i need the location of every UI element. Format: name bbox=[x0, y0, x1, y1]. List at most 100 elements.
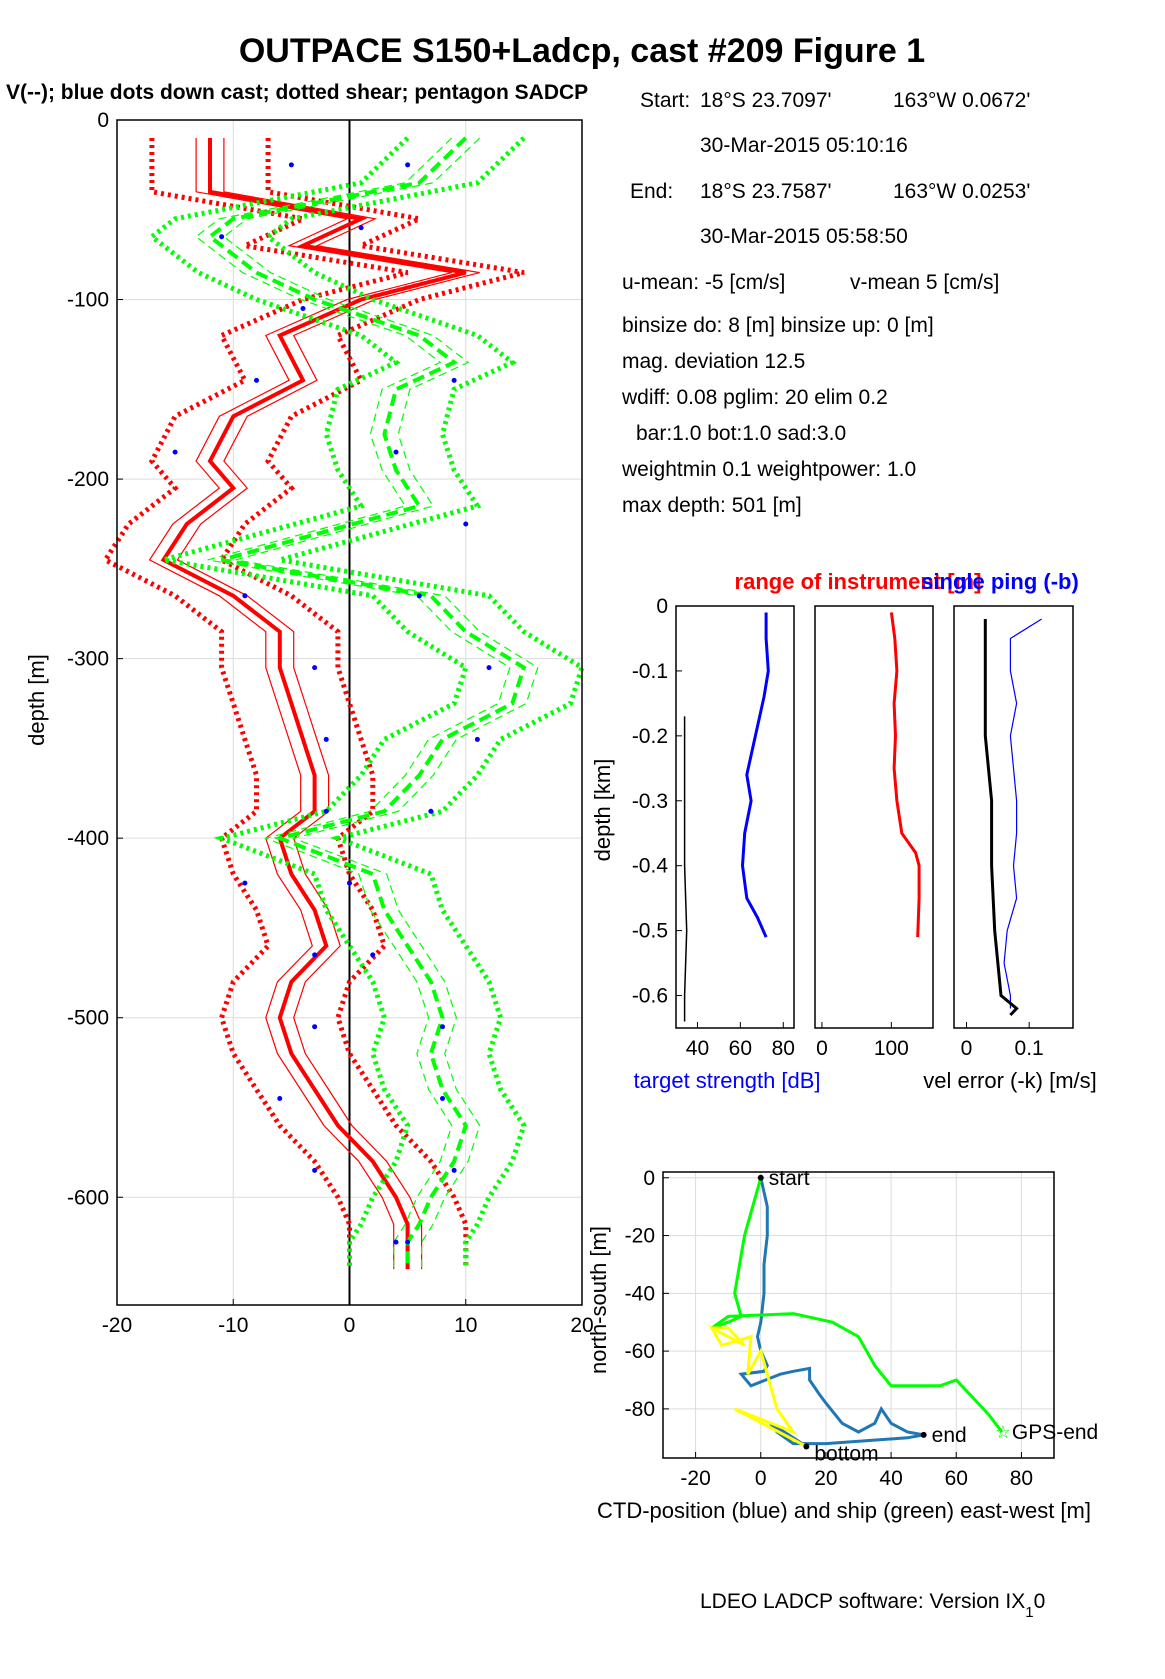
green-shear-envelope bbox=[264, 136, 585, 1270]
end-time: 30-Mar-2015 05:58:50 bbox=[700, 225, 908, 248]
position-ylabel: north-south [m] bbox=[586, 1226, 611, 1374]
green-profile-variant bbox=[222, 137, 539, 1270]
x-tick-label: 0 bbox=[344, 1314, 356, 1337]
velocity-ylabel: depth [m] bbox=[24, 654, 49, 746]
weight: weightmin 0.1 weightpower: 1.0 bbox=[621, 458, 916, 481]
red-velocity-profile bbox=[160, 138, 467, 1270]
position-xlabel: CTD-position (blue) and ship (green) eas… bbox=[597, 1498, 1091, 1523]
down-cast-dot bbox=[242, 593, 248, 599]
mag-deviation: mag. deviation 12.5 bbox=[622, 350, 805, 373]
down-cast-dot bbox=[451, 377, 457, 383]
down-cast-dot bbox=[370, 952, 376, 958]
x-tick-label: 80 bbox=[1010, 1467, 1033, 1490]
down-cast-dot bbox=[312, 1167, 318, 1173]
marker-label-gps-end: GPS-end bbox=[1012, 1421, 1098, 1444]
down-cast-dot bbox=[393, 1239, 399, 1245]
position-green-line bbox=[711, 1177, 1004, 1433]
red-shear-envelope bbox=[217, 138, 525, 1270]
down-cast-dot bbox=[312, 952, 318, 958]
marker-label-bottom: bottom bbox=[814, 1442, 878, 1465]
marker-dot-start bbox=[757, 1174, 764, 1181]
position-yellow-line bbox=[708, 1324, 808, 1448]
vel-error-label: vel error (-k) [m/s] bbox=[923, 1068, 1097, 1093]
down-cast-dot bbox=[242, 880, 248, 886]
single_ping-axes-box bbox=[953, 605, 1074, 1029]
footer: LDEO LADCP software: Version IX10 bbox=[700, 1590, 1045, 1621]
marker-label-start: start bbox=[769, 1167, 810, 1190]
range-red-line bbox=[889, 612, 921, 938]
start-label: Start: bbox=[640, 89, 690, 112]
down-cast-dot bbox=[428, 808, 434, 814]
down-cast-dot bbox=[312, 665, 318, 671]
position-axes-box bbox=[662, 1171, 1055, 1459]
y-tick-label: -400 bbox=[67, 827, 109, 850]
range-axes-box bbox=[814, 605, 934, 1029]
max-depth: max depth: 501 [m] bbox=[622, 494, 802, 517]
binsize: binsize do: 8 [m] binsize up: 0 [m] bbox=[622, 314, 934, 337]
down-cast-dot bbox=[312, 1024, 318, 1030]
y-tick-label: -300 bbox=[67, 648, 109, 671]
down-cast-dot bbox=[393, 449, 399, 455]
start-lon: 163°W 0.0672' bbox=[893, 89, 1030, 112]
x-tick-label: 100 bbox=[874, 1037, 909, 1060]
y-tick-label: -40 bbox=[625, 1282, 655, 1305]
down-cast-dot bbox=[347, 880, 352, 886]
x-tick-label: -10 bbox=[218, 1314, 248, 1337]
ts-ylabel: depth [km] bbox=[590, 759, 615, 862]
x-tick-label: 0 bbox=[755, 1467, 767, 1490]
start-lat: 18°S 23.7097' bbox=[700, 89, 832, 112]
x-tick-label: 40 bbox=[686, 1037, 709, 1060]
y-tick-label: -0.2 bbox=[632, 725, 668, 748]
footer-text: LDEO LADCP software: Version IX bbox=[700, 1590, 1025, 1613]
down-cast-dot bbox=[323, 736, 329, 742]
marker-dot-end bbox=[920, 1431, 927, 1438]
y-tick-label: -600 bbox=[67, 1186, 109, 1209]
end-lat: 18°S 23.7587' bbox=[700, 180, 832, 203]
x-tick-label: 60 bbox=[729, 1037, 752, 1060]
y-tick-label: -80 bbox=[625, 1398, 655, 1421]
x-tick-label: -20 bbox=[102, 1314, 132, 1337]
y-tick-label: -500 bbox=[67, 1007, 109, 1030]
y-tick-label: -0.3 bbox=[632, 790, 668, 813]
down-cast-dot bbox=[358, 225, 364, 231]
velocity-subtitle: V(--); blue dots down cast; dotted shear… bbox=[6, 81, 588, 104]
red-profile-variant bbox=[176, 138, 480, 1270]
target-strength-label: target strength [dB] bbox=[633, 1068, 820, 1093]
x-tick-label: 60 bbox=[945, 1467, 968, 1490]
start-time: 30-Mar-2015 05:10:16 bbox=[700, 134, 908, 157]
x-tick-label: 0.1 bbox=[1015, 1037, 1044, 1060]
y-tick-label: -60 bbox=[625, 1340, 655, 1363]
x-tick-label: -20 bbox=[680, 1467, 710, 1490]
single_ping-blue-line bbox=[1003, 618, 1043, 1009]
y-tick-label: 0 bbox=[97, 109, 109, 132]
single_ping-black-line bbox=[983, 619, 1019, 1017]
y-tick-label: -100 bbox=[67, 289, 109, 312]
target_strength-black-line bbox=[683, 716, 688, 1022]
down-cast-dot bbox=[323, 808, 329, 814]
range-title: range of instrument [m] bbox=[735, 569, 982, 594]
end-label: End: bbox=[630, 180, 673, 203]
y-tick-label: -0.4 bbox=[632, 855, 669, 878]
x-tick-label: 0 bbox=[816, 1037, 828, 1060]
y-tick-label: -0.5 bbox=[632, 920, 668, 943]
y-tick-label: -0.6 bbox=[632, 985, 668, 1008]
bar-bot-sad: bar:1.0 bot:1.0 sad:3.0 bbox=[636, 422, 846, 445]
footer-sub: 1 bbox=[1025, 1604, 1033, 1621]
down-cast-dot bbox=[288, 162, 294, 168]
figure-title: OUTPACE S150+Ladcp, cast #209 Figure 1 bbox=[239, 32, 925, 70]
target_strength-axes-box bbox=[675, 605, 795, 1029]
green-shear-envelope bbox=[147, 136, 469, 1270]
end-lon: 163°W 0.0253' bbox=[893, 180, 1030, 203]
info-block: Start: 18°S 23.7097' 163°W 0.0672' 30-Ma… bbox=[621, 89, 1030, 517]
red-shear-envelope bbox=[101, 138, 409, 1270]
down-cast-dot bbox=[416, 593, 422, 599]
x-tick-label: 10 bbox=[454, 1314, 477, 1337]
y-tick-label: 0 bbox=[656, 595, 668, 618]
wdiff: wdiff: 0.08 pglim: 20 elim 0.2 bbox=[621, 386, 888, 409]
x-tick-label: 40 bbox=[879, 1467, 902, 1490]
down-cast-dot bbox=[486, 665, 492, 671]
gps-end-star: ☆ bbox=[995, 1422, 1011, 1443]
down-cast-dot bbox=[300, 306, 306, 312]
down-cast-dot bbox=[451, 1167, 457, 1173]
